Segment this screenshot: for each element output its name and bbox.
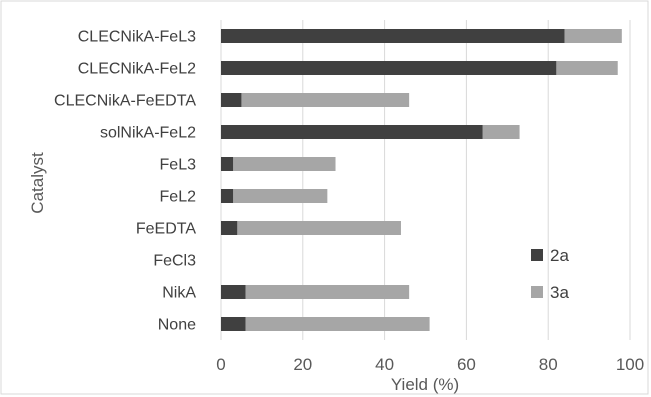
bar-3a [564,29,622,43]
category-label: NikA [162,285,196,302]
bar-3a [233,157,336,171]
bar-2a [221,285,246,299]
category-label: None [158,317,196,334]
bar-2a [221,157,234,171]
x-tick-labels: 0 20 40 60 80 100 [216,355,644,374]
bars [221,29,622,331]
category-label: CLECNikA-FeL2 [78,61,196,78]
category-label: CLECNikA-FeL3 [78,29,196,46]
bar-2a [221,29,565,43]
bar-3a [556,61,618,75]
bar-2a [221,317,246,331]
x-tick-label: 20 [293,355,312,374]
x-tick-label: 40 [375,355,394,374]
bar-3a [241,93,410,107]
category-label: FeL2 [160,189,197,206]
category-label: FeCl3 [153,253,196,270]
category-labels: CLECNikA-FeL3 CLECNikA-FeL2 CLECNikA-FeEDT… [54,29,196,334]
legend: 2a 3a [531,246,569,302]
y-axis-title: Catalyst [28,152,47,214]
category-label: solNikA-FeL2 [100,125,196,142]
bar-2a [221,93,242,107]
x-tick-label: 60 [457,355,476,374]
category-label: FeL3 [160,157,197,174]
x-tick-label: 100 [616,355,644,374]
bar-3a [245,285,410,299]
category-label: FeEDTA [136,221,196,238]
category-label: CLECNikA-FeEDTA [54,93,196,110]
bar-2a [221,61,557,75]
x-tick-label: 80 [539,355,558,374]
bar-3a [237,221,401,235]
legend-swatch-3a [531,286,543,298]
bar-2a [221,221,238,235]
x-tick-label: 0 [216,355,225,374]
legend-label: 3a [550,283,569,302]
bar-3a [482,125,520,139]
bar-2a [221,189,234,203]
bar-3a [233,189,328,203]
x-axis-title: Yield (%) [391,375,459,394]
bar-2a [221,125,483,139]
bar-3a [245,317,430,331]
legend-label: 2a [550,246,569,265]
legend-swatch-2a [531,249,543,261]
